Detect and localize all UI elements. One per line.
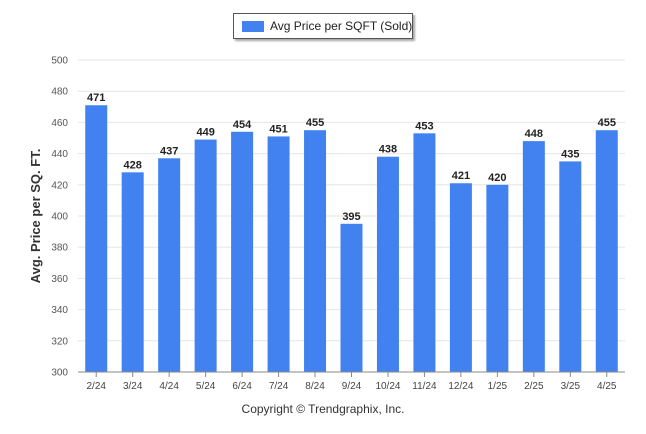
y-tick-label: 380 [51, 243, 68, 254]
bar [158, 158, 181, 372]
x-tick-label: 4/25 [597, 381, 617, 392]
data-label: 421 [452, 170, 470, 182]
y-tick-label: 460 [51, 118, 68, 129]
data-label: 395 [342, 211, 360, 223]
y-tick-label: 300 [51, 368, 68, 379]
x-tick-label: 9/24 [342, 381, 362, 392]
bar [304, 130, 327, 372]
x-tick-label: 3/25 [561, 381, 581, 392]
y-tick-label: 340 [51, 305, 68, 316]
bar [522, 141, 545, 372]
data-label: 435 [561, 148, 579, 160]
data-label: 471 [87, 92, 105, 104]
data-label: 449 [196, 127, 214, 139]
data-label: 438 [379, 144, 397, 156]
copyright-text: Copyright © Trendgraphix, Inc. [241, 402, 405, 416]
x-tick-label: 12/24 [448, 381, 473, 392]
bar [121, 172, 144, 372]
x-tick-label: 8/24 [305, 381, 325, 392]
data-label: 455 [306, 117, 324, 129]
legend: Avg Price per SQFT (Sold) [233, 13, 413, 39]
x-tick-label: 3/24 [123, 381, 143, 392]
x-axis-ticks: 2/24 3/24 4/24 5/24 6/24 7/24 8/24 9/24 10/24 11/… [86, 372, 617, 392]
data-label: 454 [233, 119, 252, 131]
legend-label: Avg Price per SQFT (Sold) [270, 19, 413, 33]
data-label: 455 [598, 117, 616, 129]
y-tick-label: 480 [51, 87, 68, 98]
bar [449, 183, 472, 372]
data-label: 437 [160, 145, 178, 157]
x-tick-label: 4/24 [159, 381, 179, 392]
bar [85, 105, 108, 373]
data-label: 448 [525, 128, 543, 140]
bar [486, 184, 509, 372]
data-label: 428 [124, 159, 142, 171]
x-tick-label: 11/24 [412, 381, 437, 392]
x-tick-label: 2/24 [86, 381, 106, 392]
data-label: 420 [488, 172, 506, 184]
bar [376, 156, 399, 372]
bar [559, 161, 582, 372]
x-tick-label: 6/24 [232, 381, 252, 392]
y-axis-label: Avg. Price per SQ. FT. [28, 149, 43, 284]
x-tick-label: 7/24 [269, 381, 289, 392]
x-tick-label: 5/24 [196, 381, 216, 392]
bars [85, 105, 618, 373]
bar [595, 130, 618, 372]
y-tick-label: 420 [51, 180, 68, 191]
bar [267, 136, 290, 372]
x-tick-label: 2/25 [524, 381, 544, 392]
bar [340, 223, 363, 372]
legend-swatch [242, 21, 264, 32]
bar [413, 133, 436, 372]
data-label: 451 [269, 123, 287, 135]
y-tick-label: 440 [51, 149, 68, 160]
bar [231, 131, 254, 372]
y-tick-label: 360 [51, 274, 68, 285]
y-axis-ticks: 300 320 340 360 380 400 420 440 460 480 500 [51, 56, 68, 379]
x-tick-label: 1/25 [488, 381, 508, 392]
data-labels: 471 428 437 449 454 451 455 395 438 453 421 420 448 4… [87, 92, 616, 223]
bar [194, 139, 217, 372]
y-tick-label: 400 [51, 212, 68, 223]
x-tick-label: 10/24 [375, 381, 400, 392]
data-label: 453 [415, 120, 433, 132]
y-tick-label: 320 [51, 336, 68, 347]
y-tick-label: 500 [51, 56, 68, 67]
